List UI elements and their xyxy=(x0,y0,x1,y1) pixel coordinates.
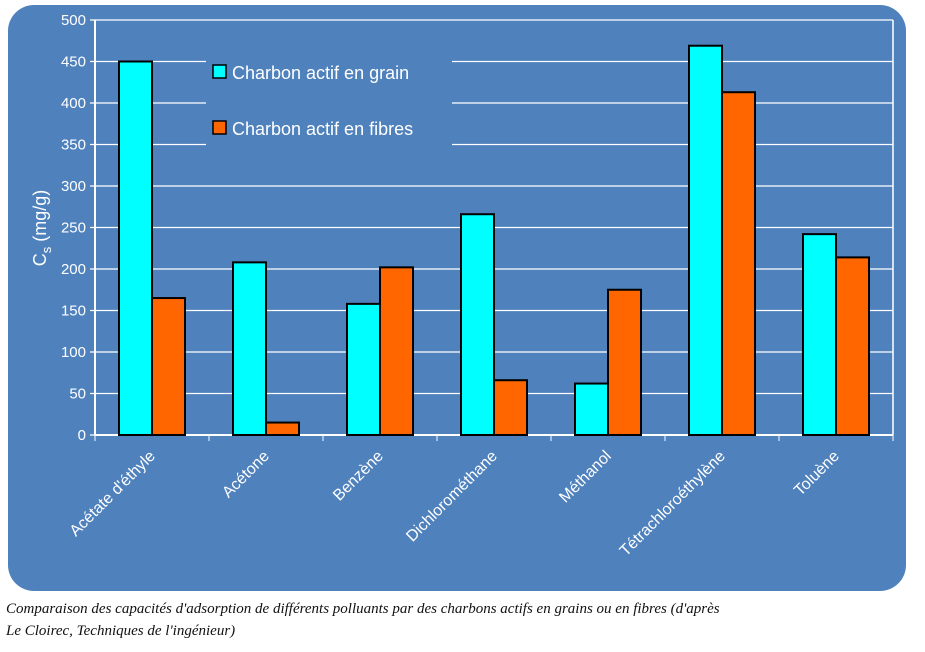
bar-fibres xyxy=(265,421,300,436)
y-tick-label: 200 xyxy=(61,261,86,278)
y-axis-label-part: (mg/g) xyxy=(30,190,50,247)
y-tick-label: 300 xyxy=(61,178,86,195)
y-tick-label: 500 xyxy=(61,12,86,29)
x-tick-label: Benzène xyxy=(330,448,387,505)
y-tick-label: 350 xyxy=(61,137,86,154)
bar-fibres xyxy=(493,379,528,436)
y-tick-label: 150 xyxy=(61,303,86,320)
y-tick-label: 450 xyxy=(61,54,86,71)
bar-fibres xyxy=(151,297,186,436)
caption-line-1: Comparaison des capacités d'adsorption d… xyxy=(6,601,720,617)
bar-chart: 0 50 100 150 200 250 300 350 400 450 500 Acétate d'… xyxy=(30,12,894,560)
x-tick-label: Tétrachloroéthylène xyxy=(617,448,729,560)
y-tick-label: 400 xyxy=(61,95,86,112)
x-tick-label: Dichlorométhane xyxy=(403,448,501,546)
bar-grain xyxy=(802,233,837,436)
caption-line-2: Le Cloirec, Techniques de l'ingénieur) xyxy=(6,623,236,639)
legend-swatch xyxy=(212,120,227,135)
y-tick-label: 100 xyxy=(61,344,86,361)
legend-swatch xyxy=(212,64,227,79)
bar-grain xyxy=(574,382,609,437)
x-tick-label: Acétone xyxy=(219,448,273,502)
y-axis-label-part: s xyxy=(39,246,54,253)
legend-box xyxy=(206,50,452,146)
legend-label: Charbon actif en fibres xyxy=(232,119,413,139)
legend-label: Charbon actif en grain xyxy=(232,63,409,83)
figure-caption: Comparaison des capacités d'adsorption d… xyxy=(6,598,906,642)
bar-grain xyxy=(460,213,495,436)
bar-fibres xyxy=(835,256,870,436)
y-axis-label-part: C xyxy=(30,253,50,266)
x-tick-label: Toluène xyxy=(791,448,843,500)
y-tick-label: 50 xyxy=(69,386,86,403)
x-tick-label: Méthanol xyxy=(556,448,615,507)
bar-grain xyxy=(346,302,381,436)
bar-fibres xyxy=(379,266,414,436)
y-tick-label: 0 xyxy=(78,427,86,444)
bar-fibres xyxy=(607,288,642,436)
y-tick-label: 250 xyxy=(61,220,86,237)
bar-grain xyxy=(688,44,723,436)
x-tick-label: Acétate d'éthyle xyxy=(67,448,159,540)
bar-grain xyxy=(232,261,267,436)
bar-fibres xyxy=(721,91,756,437)
y-axis-label: Cs (mg/g) xyxy=(30,190,54,267)
bar-grain xyxy=(118,60,153,436)
